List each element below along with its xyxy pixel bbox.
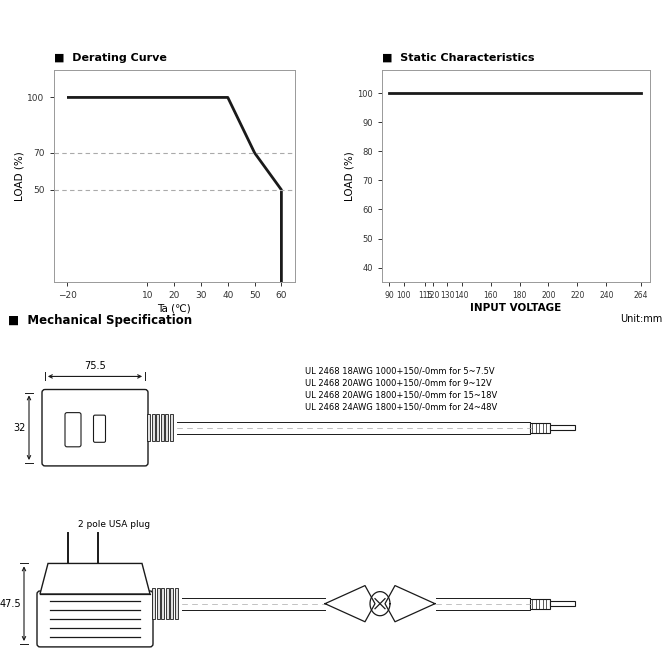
Bar — [156, 414, 159, 441]
Bar — [170, 588, 173, 619]
FancyBboxPatch shape — [65, 412, 81, 447]
FancyBboxPatch shape — [42, 390, 148, 466]
Text: ■  Mechanical Specification: ■ Mechanical Specification — [8, 314, 192, 327]
Bar — [550, 601, 575, 606]
Y-axis label: LOAD (%): LOAD (%) — [15, 151, 25, 201]
Polygon shape — [40, 564, 150, 594]
FancyBboxPatch shape — [94, 415, 105, 442]
Bar — [530, 423, 550, 433]
Text: 2 pole USA plug: 2 pole USA plug — [78, 521, 150, 529]
Bar — [157, 588, 159, 619]
Bar — [147, 414, 150, 441]
Bar — [174, 588, 178, 619]
Text: 47.5: 47.5 — [0, 599, 21, 609]
Bar — [170, 414, 172, 441]
Bar — [161, 588, 164, 619]
Text: UL 2468 20AWG 1000+150/-0mm for 9~12V: UL 2468 20AWG 1000+150/-0mm for 9~12V — [305, 378, 492, 387]
Text: Unit:mm: Unit:mm — [620, 314, 662, 324]
Text: 32: 32 — [13, 423, 26, 433]
Text: ■  Derating Curve: ■ Derating Curve — [54, 53, 166, 63]
Bar — [165, 588, 168, 619]
Bar — [151, 414, 155, 441]
X-axis label: Ta (℃): Ta (℃) — [157, 303, 191, 313]
Bar — [152, 588, 155, 619]
Text: UL 2468 18AWG 1000+150/-0mm for 5~7.5V: UL 2468 18AWG 1000+150/-0mm for 5~7.5V — [305, 367, 494, 375]
FancyBboxPatch shape — [37, 591, 153, 647]
Text: UL 2468 24AWG 1800+150/-0mm for 24~48V: UL 2468 24AWG 1800+150/-0mm for 24~48V — [305, 402, 497, 412]
Bar — [165, 414, 168, 441]
X-axis label: INPUT VOLTAGE: INPUT VOLTAGE — [470, 303, 561, 313]
Text: 75.5: 75.5 — [84, 361, 106, 371]
Bar — [530, 599, 550, 609]
Bar — [550, 425, 575, 430]
Bar — [161, 414, 163, 441]
Text: ■  Static Characteristics: ■ Static Characteristics — [382, 53, 535, 63]
Text: UL 2468 20AWG 1800+150/-0mm for 15~18V: UL 2468 20AWG 1800+150/-0mm for 15~18V — [305, 390, 497, 400]
Y-axis label: LOAD (%): LOAD (%) — [344, 151, 354, 201]
